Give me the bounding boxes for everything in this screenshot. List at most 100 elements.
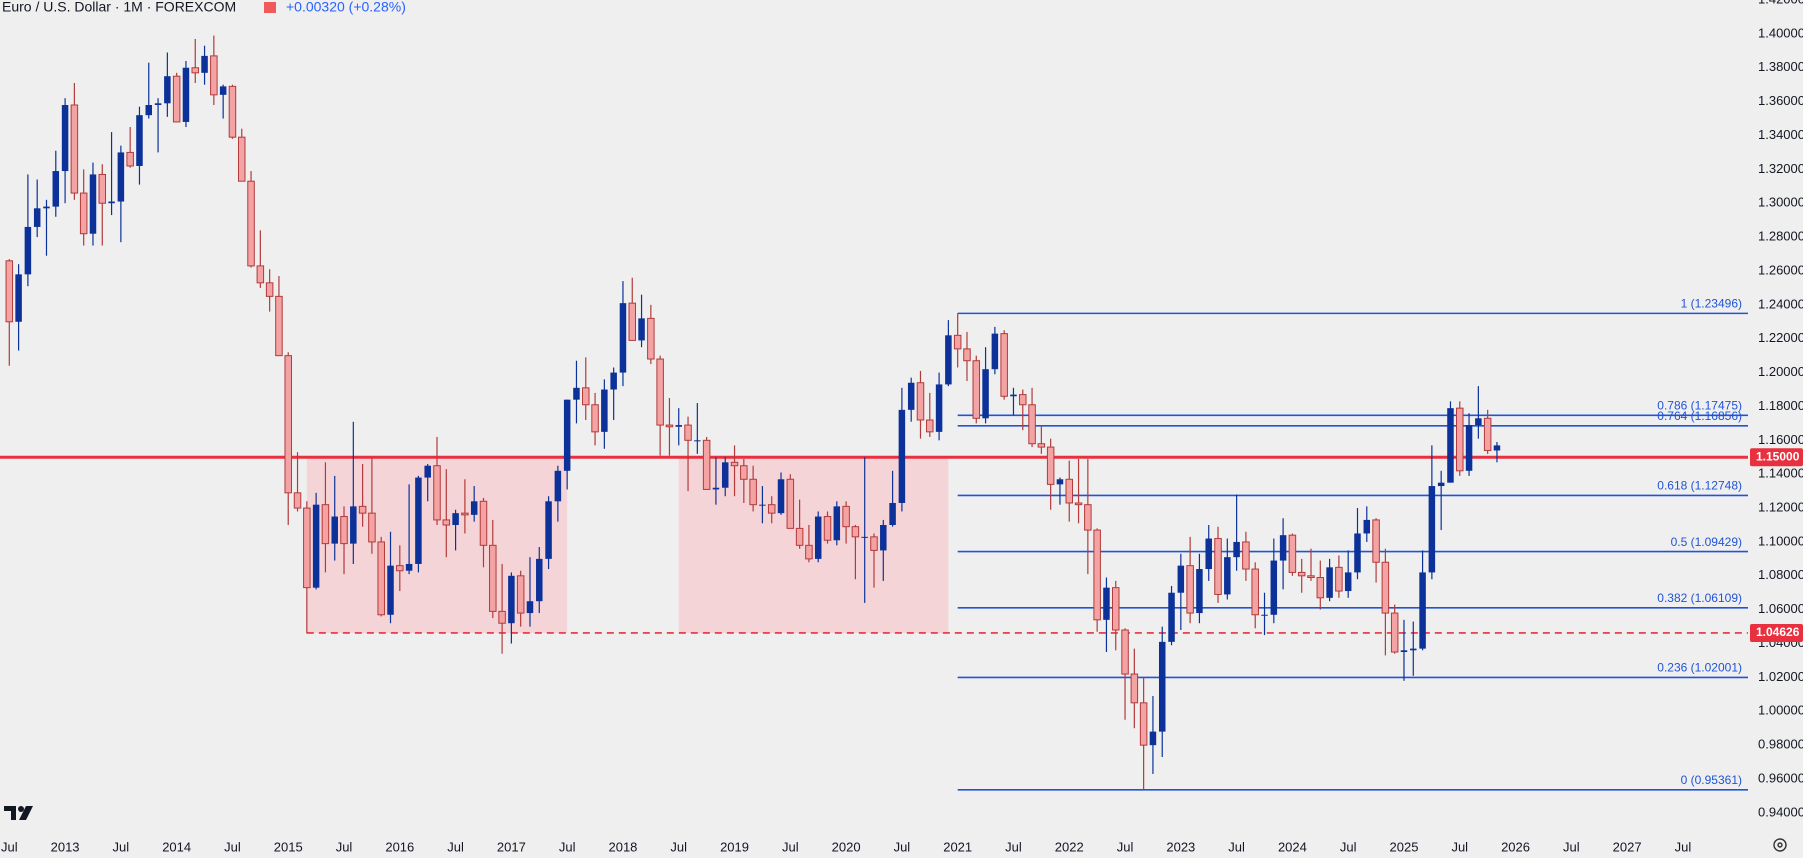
- y-tick-label: 1.16000: [1758, 432, 1803, 447]
- candle-body: [721, 462, 729, 488]
- candle-body: [1279, 535, 1287, 561]
- candle-body: [442, 519, 451, 526]
- candle-body: [350, 506, 357, 544]
- candle-body: [126, 151, 134, 167]
- candle-body: [1177, 565, 1185, 593]
- candle-body: [1149, 731, 1157, 746]
- candle-body: [405, 563, 413, 571]
- y-tick-label: 1.22000: [1758, 330, 1803, 345]
- candle-body: [972, 360, 981, 419]
- candle-body: [1288, 534, 1297, 573]
- y-tick-label: 1.20000: [1758, 364, 1803, 379]
- candle-body: [945, 335, 952, 385]
- candle-body: [730, 461, 739, 467]
- x-tick-label: Jul: [670, 839, 687, 854]
- candle-body: [814, 516, 822, 559]
- candle-body: [953, 334, 962, 350]
- candle-body: [610, 372, 617, 390]
- candle-body: [1224, 557, 1231, 595]
- candle-body: [702, 439, 711, 490]
- candle-body: [759, 504, 766, 506]
- x-tick-label: 2016: [385, 839, 414, 854]
- candle-body: [628, 302, 637, 341]
- candle-body: [656, 358, 664, 426]
- candle-body: [1354, 533, 1361, 573]
- candle-body: [1410, 648, 1417, 651]
- candle-body: [396, 565, 404, 572]
- tradingview-logo[interactable]: [4, 806, 33, 820]
- candle-body: [1465, 425, 1473, 471]
- x-tick-label: 2027: [1613, 839, 1642, 854]
- candle-body: [358, 505, 367, 514]
- candle-body: [1307, 575, 1315, 579]
- x-tick-label: Jul: [224, 839, 241, 854]
- candle-body: [982, 369, 989, 419]
- candle-body: [870, 536, 878, 551]
- candle-body: [154, 103, 162, 105]
- y-tick-label: 1.30000: [1758, 195, 1803, 210]
- price-badge: [1750, 623, 1803, 642]
- fib-label: 0.236 (1.02001): [1657, 661, 1742, 675]
- y-tick-label: 0.96000: [1758, 770, 1803, 785]
- candle-body: [1028, 404, 1036, 445]
- candle-body: [880, 525, 887, 551]
- x-tick-label: 2019: [720, 839, 749, 854]
- candle-body: [1205, 538, 1212, 570]
- x-tick-label: Jul: [782, 839, 799, 854]
- fib-label: 0.786 (1.17475): [1657, 399, 1742, 413]
- y-tick-label: 1.40000: [1758, 25, 1803, 40]
- candle-body: [665, 424, 674, 428]
- candle-body: [98, 173, 107, 204]
- candle-body: [749, 478, 757, 506]
- candle-body: [284, 355, 292, 494]
- candle-body: [1335, 566, 1343, 592]
- price-badge: [1750, 448, 1803, 467]
- candle-body: [554, 470, 562, 502]
- candle-body: [1251, 568, 1259, 616]
- candle-body: [312, 504, 320, 588]
- y-tick-label: 1.34000: [1758, 127, 1803, 142]
- candle-body: [842, 505, 850, 528]
- y-tick-label: 1.02000: [1758, 669, 1803, 684]
- candle-body: [1000, 333, 1008, 397]
- candle-body: [1326, 567, 1333, 598]
- candle-body: [256, 265, 265, 284]
- x-tick-label: Jul: [1005, 839, 1022, 854]
- x-tick-label: 2018: [608, 839, 637, 854]
- candle-body: [516, 575, 525, 614]
- y-tick-label: 1.26000: [1758, 262, 1803, 277]
- candle-body: [1046, 446, 1055, 485]
- candle-body: [33, 208, 41, 227]
- x-tick-label: Jul: [113, 839, 130, 854]
- candle-body: [24, 226, 32, 275]
- settings-icon[interactable]: [1773, 838, 1787, 852]
- candle-body: [1390, 612, 1399, 653]
- candle-body: [1381, 561, 1390, 614]
- candle-body: [1103, 587, 1110, 620]
- candle-body: [377, 541, 385, 616]
- price-badge-label: 1.15000: [1756, 449, 1800, 463]
- x-tick-label: Jul: [1, 839, 18, 854]
- x-tick-label: 2021: [943, 839, 972, 854]
- candle-body: [340, 516, 348, 545]
- price-change: +0.00320 (+0.28%): [286, 0, 406, 15]
- fib-label: 0.382 (1.06109): [1657, 591, 1742, 605]
- candle-body: [1242, 541, 1250, 570]
- candle-body: [461, 512, 469, 516]
- y-tick-label: 1.00000: [1758, 703, 1803, 718]
- candle-body: [1483, 417, 1492, 451]
- candle-body: [201, 55, 208, 73]
- candle-body: [1074, 502, 1083, 506]
- candle-body: [1363, 519, 1371, 534]
- y-tick-label: 1.12000: [1758, 500, 1803, 515]
- x-tick-label: Jul: [336, 839, 353, 854]
- symbol-title: Euro / U.S. Dollar · 1M · FOREXCOM: [2, 0, 236, 15]
- candle-body: [545, 501, 552, 559]
- x-tick-label: Jul: [559, 839, 576, 854]
- candle-body: [1447, 408, 1454, 483]
- flag-icon[interactable]: [264, 2, 276, 13]
- candle-body: [1400, 650, 1408, 653]
- candle-body: [1456, 407, 1464, 472]
- candle-body: [1158, 641, 1166, 732]
- candle-body: [1316, 577, 1325, 599]
